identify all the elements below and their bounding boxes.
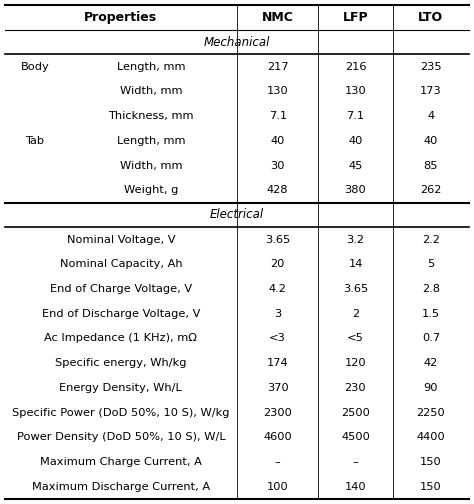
Text: <5: <5 — [347, 334, 364, 343]
Text: Tab: Tab — [26, 136, 45, 146]
Text: Electrical: Electrical — [210, 209, 264, 221]
Text: Mechanical: Mechanical — [204, 36, 270, 48]
Text: 7.1: 7.1 — [269, 111, 287, 121]
Text: Specific energy, Wh/kg: Specific energy, Wh/kg — [55, 358, 187, 368]
Text: 20: 20 — [271, 260, 285, 269]
Text: 2300: 2300 — [263, 408, 292, 417]
Text: 173: 173 — [420, 87, 442, 96]
Text: 4: 4 — [428, 111, 435, 121]
Text: 42: 42 — [424, 358, 438, 368]
Text: Maximum Discharge Current, A: Maximum Discharge Current, A — [32, 482, 210, 491]
Text: 140: 140 — [345, 482, 366, 491]
Text: Width, mm: Width, mm — [120, 87, 182, 96]
Text: 217: 217 — [267, 62, 289, 72]
Text: 45: 45 — [348, 161, 363, 170]
Text: 380: 380 — [345, 185, 366, 195]
Text: 7.1: 7.1 — [346, 111, 365, 121]
Text: Ac Impedance (1 KHz), mΩ: Ac Impedance (1 KHz), mΩ — [45, 334, 197, 343]
Text: 2250: 2250 — [417, 408, 445, 417]
Text: 428: 428 — [267, 185, 288, 195]
Text: 3: 3 — [274, 309, 281, 319]
Text: <3: <3 — [269, 334, 286, 343]
Text: Specific Power (DoD 50%, 10 S), W/kg: Specific Power (DoD 50%, 10 S), W/kg — [12, 408, 229, 417]
Text: 2.2: 2.2 — [422, 235, 440, 244]
Text: Weight, g: Weight, g — [124, 185, 178, 195]
Text: NMC: NMC — [262, 11, 293, 24]
Text: 150: 150 — [420, 457, 442, 467]
Text: 370: 370 — [267, 383, 289, 393]
Text: Maximum Charge Current, A: Maximum Charge Current, A — [40, 457, 202, 467]
Text: 2: 2 — [352, 309, 359, 319]
Text: 40: 40 — [424, 136, 438, 146]
Text: 130: 130 — [345, 87, 366, 96]
Text: 174: 174 — [267, 358, 289, 368]
Text: 4600: 4600 — [263, 432, 292, 442]
Text: 120: 120 — [345, 358, 366, 368]
Text: 40: 40 — [348, 136, 363, 146]
Text: 40: 40 — [271, 136, 285, 146]
Text: –: – — [275, 457, 281, 467]
Text: LFP: LFP — [343, 11, 368, 24]
Text: Properties: Properties — [84, 11, 157, 24]
Text: Nominal Capacity, Ah: Nominal Capacity, Ah — [60, 260, 182, 269]
Text: 130: 130 — [267, 87, 289, 96]
Text: Nominal Voltage, V: Nominal Voltage, V — [67, 235, 175, 244]
Text: Length, mm: Length, mm — [117, 136, 185, 146]
Text: 3.2: 3.2 — [346, 235, 365, 244]
Text: Length, mm: Length, mm — [117, 62, 185, 72]
Text: Power Density (DoD 50%, 10 S), W/L: Power Density (DoD 50%, 10 S), W/L — [17, 432, 225, 442]
Text: LTO: LTO — [419, 11, 444, 24]
Text: 30: 30 — [270, 161, 285, 170]
Text: 3.65: 3.65 — [265, 235, 290, 244]
Text: 2.8: 2.8 — [422, 284, 440, 294]
Text: –: – — [353, 457, 358, 467]
Text: Thickness, mm: Thickness, mm — [109, 111, 194, 121]
Text: 150: 150 — [420, 482, 442, 491]
Text: 1.5: 1.5 — [422, 309, 440, 319]
Text: 100: 100 — [267, 482, 289, 491]
Text: 90: 90 — [424, 383, 438, 393]
Text: 230: 230 — [345, 383, 366, 393]
Text: End of Discharge Voltage, V: End of Discharge Voltage, V — [42, 309, 200, 319]
Text: 14: 14 — [348, 260, 363, 269]
Text: 235: 235 — [420, 62, 442, 72]
Text: Body: Body — [20, 62, 49, 72]
Text: 5: 5 — [428, 260, 435, 269]
Text: 262: 262 — [420, 185, 442, 195]
Text: End of Charge Voltage, V: End of Charge Voltage, V — [50, 284, 192, 294]
Text: 216: 216 — [345, 62, 366, 72]
Text: 4500: 4500 — [341, 432, 370, 442]
Text: Energy Density, Wh/L: Energy Density, Wh/L — [60, 383, 182, 393]
Text: 0.7: 0.7 — [422, 334, 440, 343]
Text: 2500: 2500 — [341, 408, 370, 417]
Text: 3.65: 3.65 — [343, 284, 368, 294]
Text: 85: 85 — [424, 161, 438, 170]
Text: 4400: 4400 — [417, 432, 445, 442]
Text: 4.2: 4.2 — [269, 284, 287, 294]
Text: Width, mm: Width, mm — [120, 161, 182, 170]
